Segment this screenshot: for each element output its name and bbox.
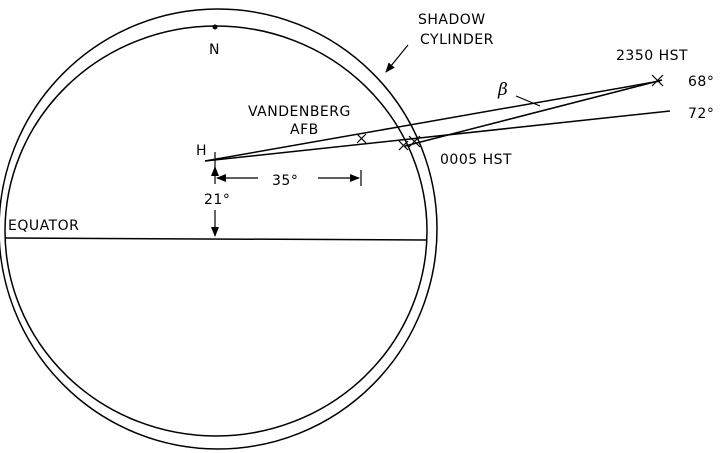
earth-outline [0,8,438,450]
marker-0005-b [398,140,409,151]
north-pole-dot [212,24,218,30]
time-2350-label: 2350 HST [616,48,688,64]
shadow-cylinder-label-line2: CYLINDER [420,32,494,48]
angle-21-label: 21° [204,192,230,208]
north-label: N [209,42,220,58]
track-68-line [204,80,661,162]
track-72-line [204,110,671,162]
vandenberg-label-line1: VANDENBERG [248,104,351,120]
marker-2350 [651,74,664,87]
sun-line [404,79,663,147]
vandenberg-label-line2: AFB [290,122,319,138]
marker-vandenberg [356,133,367,144]
beta-pointer [515,95,541,107]
hawaii-label: H [196,143,207,159]
equator-line [4,237,427,241]
beta-label: β [497,80,508,100]
shadow-cylinder-pointer [385,44,409,73]
angle-68-label: 68° [688,74,714,90]
angle-35-label: 35° [272,173,298,189]
shadow-cylinder-label-line1: SHADOW [418,12,486,28]
marker-0005 [408,135,421,148]
angle-72-label: 72° [688,106,714,122]
equator-label: EQUATOR [8,218,79,234]
time-0005-label: 0005 HST [440,152,512,168]
